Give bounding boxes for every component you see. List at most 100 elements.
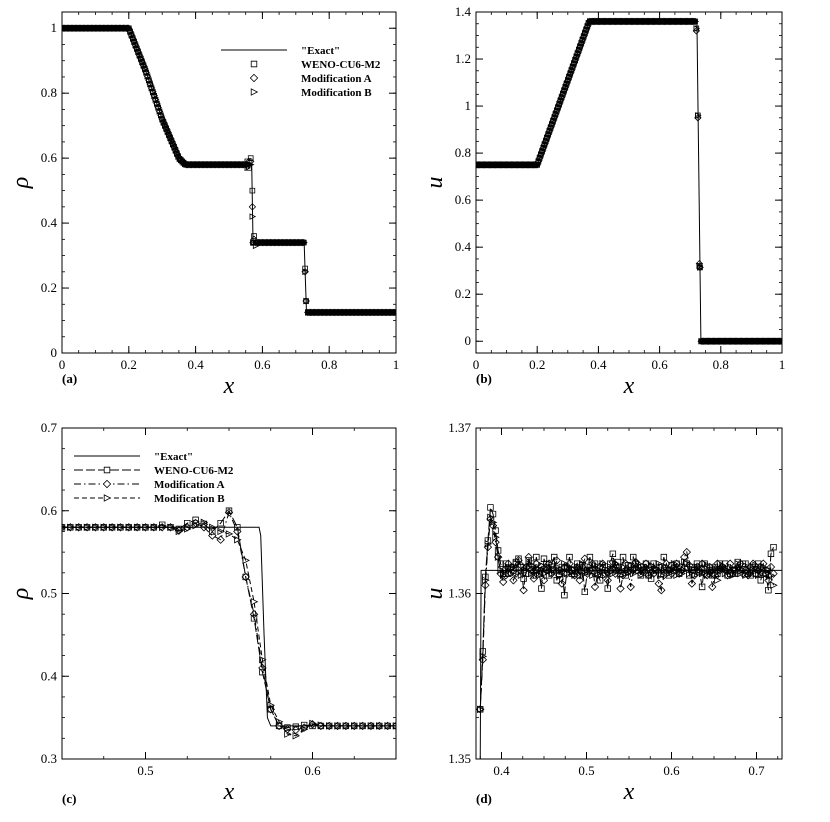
data-point-triangle-right <box>698 569 707 578</box>
x-tick-label: 0.4 <box>187 357 204 372</box>
data-point-triangle-right <box>146 76 153 84</box>
data-point-triangle-right <box>609 569 618 578</box>
data-point-triangle-right <box>670 559 679 568</box>
y-tick-label: 0.4 <box>455 239 472 254</box>
series-modification-b <box>477 513 778 714</box>
data-point-triangle-right <box>693 25 701 32</box>
data-point-triangle-right <box>100 523 109 532</box>
data-point-diamond <box>250 235 258 244</box>
data-point-square <box>489 510 497 518</box>
data-point-triangle-right <box>484 540 493 548</box>
data-point-triangle-right <box>487 513 495 522</box>
data-point-diamond <box>258 663 267 673</box>
y-tick-label: 1.35 <box>448 751 471 766</box>
x-tick-label: 0.6 <box>663 763 680 778</box>
data-point-diamond <box>491 537 500 547</box>
x-tick-label: 0.5 <box>578 763 594 778</box>
data-point-triangle-right <box>709 563 717 571</box>
data-point-triangle-right <box>391 309 396 316</box>
data-point-square <box>721 560 729 567</box>
data-point-triangle-right <box>67 523 75 532</box>
data-point-triangle-right <box>734 559 743 568</box>
panel-a: 0 0.2 0.4 0.6 0.8 1 0 0.2 0.4 0.6 0.8 1 x ρ (a) "Exact"… <box>8 11 399 399</box>
series-line <box>479 507 774 710</box>
data-point-diamond <box>62 523 67 532</box>
data-point-square <box>492 527 499 534</box>
data-point-triangle-right <box>309 719 317 728</box>
data-point-triangle-right <box>150 523 159 532</box>
legend-marker <box>103 466 111 474</box>
data-point-square <box>698 583 706 591</box>
data-point-triangle-right <box>604 566 613 575</box>
data-point-diamond <box>682 547 692 557</box>
data-point-triangle-right <box>701 559 709 568</box>
data-point-triangle-right <box>540 569 549 578</box>
y-axis-label: u <box>422 177 448 189</box>
data-point-triangle-right <box>150 88 157 96</box>
data-point-triangle-right <box>393 309 396 316</box>
data-point-triangle-right <box>267 701 276 709</box>
data-point-diamond <box>199 523 209 532</box>
data-point-triangle-right <box>156 108 164 115</box>
data-point-triangle-right <box>148 84 156 92</box>
data-point-triangle-right <box>334 722 342 730</box>
data-point-triangle-right <box>673 571 681 580</box>
data-point-triangle-right <box>695 112 702 119</box>
data-point-square <box>533 553 540 561</box>
data-point-triangle-right <box>167 523 175 532</box>
y-tick-label: 0 <box>51 345 58 360</box>
data-point-triangle-right <box>721 569 730 578</box>
data-point-diamond <box>764 576 773 585</box>
data-point-triangle-right <box>742 571 750 580</box>
data-point-triangle-right <box>367 722 376 730</box>
data-point-triangle-right <box>630 569 638 578</box>
data-point-square <box>770 543 777 551</box>
data-point-triangle-right <box>681 566 689 575</box>
data-point-triangle-right <box>143 69 150 76</box>
y-tick-label: 1 <box>465 98 472 113</box>
x-tick-label: 0.4 <box>590 357 607 372</box>
data-point-diamond <box>590 582 600 592</box>
data-point-triangle-right <box>83 523 92 532</box>
series-line <box>476 20 782 342</box>
data-point-triangle-right <box>729 571 737 580</box>
data-point-triangle-right <box>594 569 602 578</box>
data-point-diamond <box>626 582 635 592</box>
data-point-triangle-right <box>686 569 694 578</box>
data-point-triangle-right <box>637 571 646 580</box>
data-point-triangle-right <box>752 561 760 570</box>
y-tick-label: 0 <box>465 333 472 348</box>
data-point-triangle-right <box>538 561 546 570</box>
data-point-triangle-right <box>561 559 569 568</box>
y-tick-label: 0.2 <box>41 280 57 295</box>
data-point-square <box>540 555 548 562</box>
y-tick-label: 1.2 <box>455 51 471 66</box>
x-tick-label: 0.4 <box>493 763 510 778</box>
series-line <box>479 569 782 759</box>
y-axis-label: ρ <box>8 177 34 190</box>
data-point-triangle-right <box>642 563 651 571</box>
data-point-triangle-right <box>737 569 745 578</box>
data-point-diamond <box>708 582 717 592</box>
data-point-triangle-right <box>184 525 192 533</box>
x-tick-label: 0.6 <box>651 357 668 372</box>
y-axis-label: u <box>422 588 448 600</box>
x-tick-label: 0.6 <box>304 763 321 778</box>
series-modification-a <box>476 514 778 714</box>
data-point-triangle-right <box>482 576 490 584</box>
data-point-triangle-right <box>151 92 158 100</box>
series-line <box>479 515 774 710</box>
data-point-triangle-right <box>505 563 513 571</box>
data-point-triangle-right <box>133 523 142 532</box>
data-point-triangle-right <box>596 566 605 575</box>
series-modification-b <box>476 18 782 345</box>
data-point-triangle-right <box>543 564 551 573</box>
data-point-triangle-right <box>303 297 310 305</box>
data-point-diamond <box>697 559 707 568</box>
data-point-triangle-right <box>351 722 359 730</box>
data-point-diamond <box>519 585 528 595</box>
data-point-triangle-right <box>696 566 704 575</box>
x-tick-label: 0.2 <box>121 357 137 372</box>
data-point-triangle-right <box>342 722 351 730</box>
